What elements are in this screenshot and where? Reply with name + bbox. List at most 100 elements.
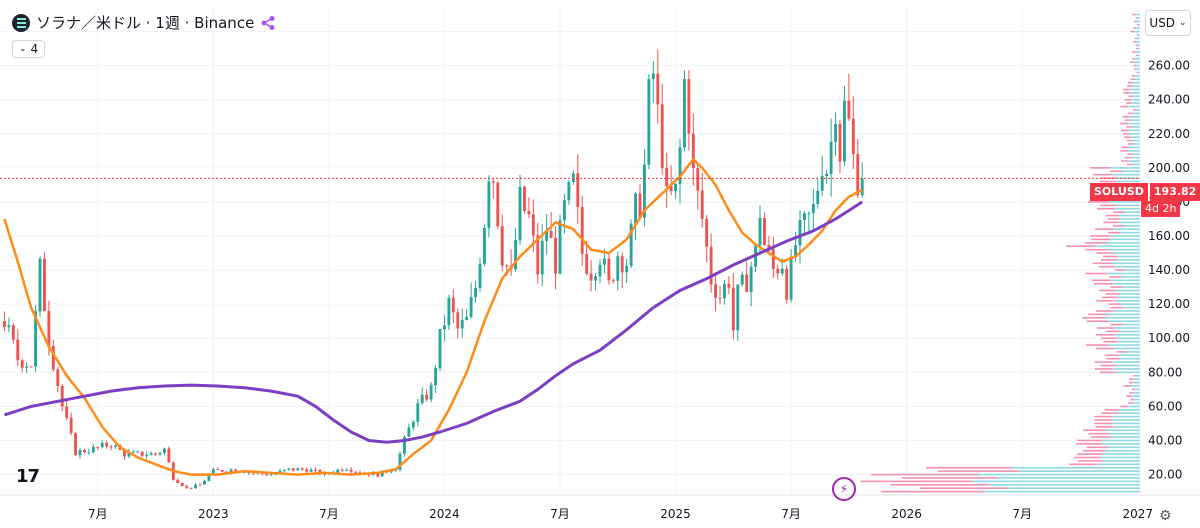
candle-body [140,451,144,456]
candle-body [176,479,180,483]
candle-body [65,406,69,418]
volume-profile-bar-up [1132,81,1140,84]
tradingview-logo[interactable]: 17 [16,466,40,487]
volume-profile-bar-up [978,473,1140,476]
volume-profile-bar-up [1123,211,1140,213]
settings-gear-icon[interactable]: ⚙ [1159,508,1172,524]
volume-profile-bar-down [1110,306,1123,309]
volume-profile-bar-down [1128,95,1134,98]
volume-profile-bar-down [1135,44,1138,46]
volume-profile-bar-up [1136,20,1140,23]
volume-profile-bar-down [1116,351,1126,353]
price-tick-label: 20.00 [1148,468,1182,482]
volume-profile-bar-down [1132,374,1136,377]
share-icon[interactable] [260,15,276,31]
volume-profile-bar-up [1131,119,1140,121]
candle-body [700,190,704,219]
candle-body [149,453,153,456]
volume-profile-bar-down [1089,167,1110,169]
candle-body [96,446,100,448]
volume-profile-bar-up [1108,201,1140,203]
volume-profile-bar-down [1112,224,1124,227]
candle-body [83,450,86,453]
candle-body [540,240,544,275]
candle-body [269,474,273,476]
price-tick-label: 60.00 [1148,399,1182,413]
volume-profile-bar-up [1116,259,1140,261]
candle-body [576,173,580,207]
candle-body [851,118,855,154]
volume-profile-bar-up [1132,143,1140,145]
volume-profile-bar-down [901,477,998,479]
lightning-icon[interactable]: ⚡ [832,477,856,501]
candle-body [834,123,837,142]
volume-profile-bar-up [1105,317,1140,319]
volume-profile-bar-down [1105,293,1120,295]
volume-profile-bar-down [1099,265,1116,268]
candle-body [585,253,589,274]
candle-body [500,226,504,266]
candle-body [300,468,304,470]
volume-profile-bar-up [1122,170,1140,173]
candle-body [43,258,46,311]
candle-body [825,173,829,177]
volume-profile-bar-down [1077,460,1103,462]
volume-profile-bar-down [1135,54,1138,57]
currency-select[interactable]: USD ⌄ [1145,10,1191,36]
time-tick-label: 7月 [319,507,339,521]
candle-body [491,181,495,183]
volume-profile-bar-down [1085,272,1108,275]
candle-body [167,448,171,463]
volume-profile-bar-up [1117,255,1140,258]
candle-body [225,471,229,473]
candle-body [309,469,313,472]
volume-profile-bar-down [1104,354,1119,357]
candle-body [523,186,526,212]
candle-body [123,449,126,457]
candle-body [265,473,269,476]
volume-profile-bar-down [1130,398,1135,401]
volume-profile-bar-up [972,480,1140,483]
volume-profile-bar-up [1124,269,1140,271]
volume-profile-bar-up [1122,306,1140,309]
volume-profile-bar-up [1112,419,1140,421]
volume-profile-bar-down [1124,156,1131,159]
volume-profile-bar-up [1110,235,1140,237]
candle-body [438,329,442,369]
candle-body [420,394,424,404]
time-tick-label: 2026 [891,507,922,521]
volume-profile-bar-down [1127,163,1133,166]
volume-profile-bar-up [1133,391,1140,394]
volume-profile-bar-up [1109,167,1140,169]
candle-body [216,469,220,471]
candle-body [247,472,251,474]
volume-profile-bar-down [1082,317,1106,319]
volume-profile-bar-up [1132,402,1140,404]
candle-body [536,235,540,275]
volume-profile-bar-down [1121,160,1129,162]
volume-profile-bar-up [1101,443,1140,445]
price-axis[interactable]: 20.00 40.00 60.00 80.00 100.00 120.00 140.00 16… [1140,0,1200,528]
candle-body [611,280,615,282]
candle-body [211,469,215,476]
volume-profile-bar-up [1119,330,1140,333]
volume-profile-bar-up [1128,160,1140,162]
volume-profile-bar-down [881,490,985,493]
volume-profile-bar-down [1114,269,1125,271]
volume-profile-bar-up [1111,173,1140,176]
volume-profile-bar-down [1127,402,1133,404]
candle-body [807,212,811,214]
indicator-count: 4 [30,42,39,56]
volume-profile-bar-down [1088,313,1109,316]
volume-profile-bar-up [1128,129,1140,132]
volume-profile-bar-down [1097,327,1115,329]
volume-profile-bar-down [1133,27,1137,29]
candle-body [78,450,82,456]
price-tick-label: 120.00 [1148,297,1190,311]
indicators-toggle-button[interactable]: ⌄ 4 [12,40,46,58]
time-axis[interactable]: 7月 2023 7月 2024 7月 2025 7月 2026 7月 2027 [0,494,1200,521]
currency-label: USD [1149,16,1176,30]
candle-body [403,436,406,454]
volume-profile-bar-down [1083,429,1106,432]
